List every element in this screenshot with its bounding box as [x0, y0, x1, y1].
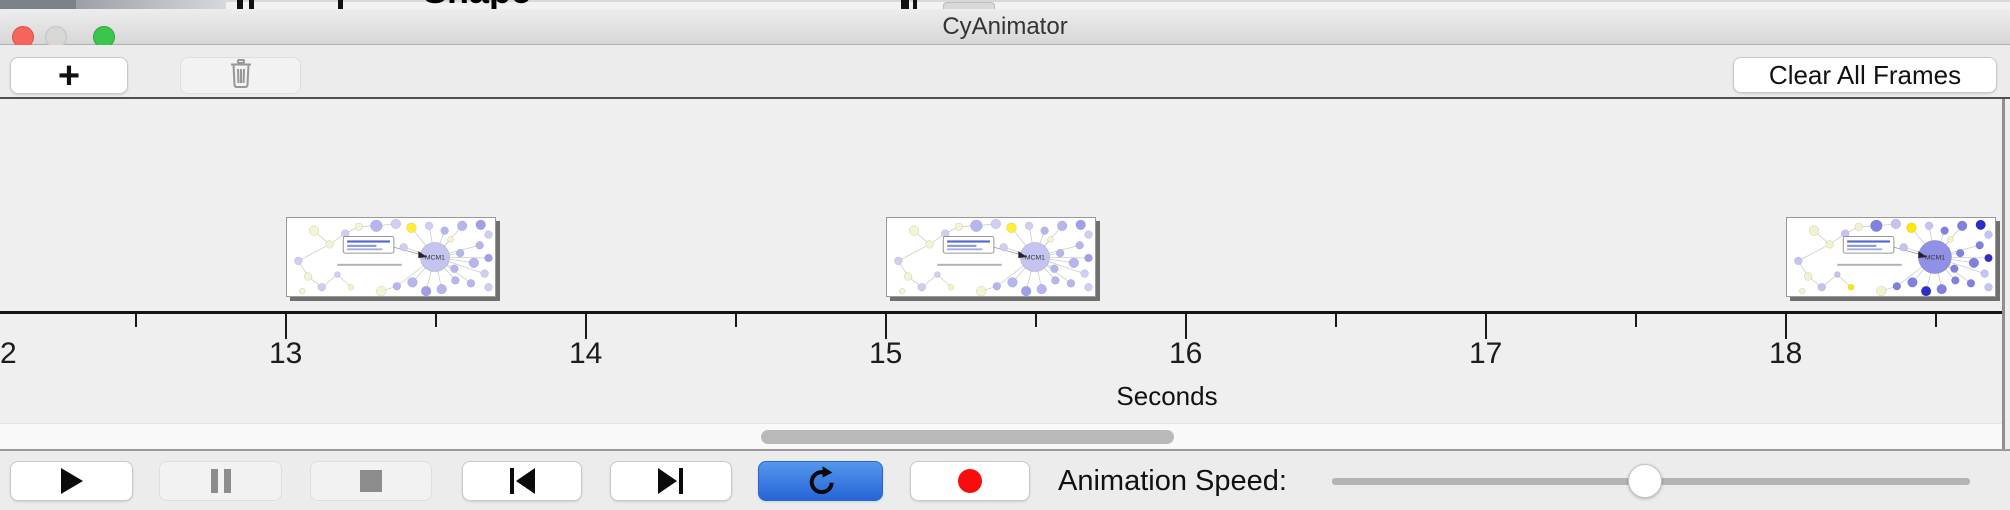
- background-shape-label: Shape: [423, 0, 563, 9]
- frame-toolbar: + Clear All Frames: [0, 45, 2010, 97]
- background-glyph-fragment: [338, 0, 343, 9]
- play-icon: [60, 468, 83, 494]
- playback-bar: Animation Speed:: [0, 449, 2010, 510]
- axis-tick-label: 2: [0, 337, 17, 370]
- axis-major-tick: [1185, 314, 1187, 339]
- panel-border: [2002, 99, 2005, 449]
- axis-minor-tick: [1035, 314, 1037, 327]
- titlebar[interactable]: CyAnimator: [0, 9, 2010, 48]
- background-window-fragment: [76, 0, 226, 9]
- pause-icon: [210, 469, 231, 493]
- background-glyph-fragment: [901, 0, 909, 9]
- svg-text:MCM1: MCM1: [425, 254, 445, 261]
- background-window-fragment: [0, 0, 76, 9]
- trash-icon: [228, 58, 254, 93]
- loop-button[interactable]: [758, 461, 883, 501]
- animation-speed-label: Animation Speed:: [1058, 465, 1287, 497]
- axis-tick-label: 16: [1169, 337, 1203, 370]
- svg-text:MCM1: MCM1: [1025, 254, 1045, 261]
- axis-minor-tick: [1935, 314, 1937, 327]
- timeline-scrollbar-track[interactable]: [0, 423, 2005, 449]
- axis-minor-tick: [1335, 314, 1337, 327]
- background-window-fragment: [226, 0, 2010, 2]
- frame-thumbnail-15s[interactable]: MCM1: [886, 217, 1096, 297]
- axis-major-tick: [1485, 314, 1487, 339]
- skip-to-start-icon: [510, 468, 535, 494]
- add-frame-button[interactable]: +: [10, 54, 128, 97]
- loop-icon: [809, 466, 834, 495]
- frame-thumbnail-13s[interactable]: MCM1: [286, 217, 496, 297]
- window-title: CyAnimator: [942, 13, 1068, 40]
- stop-button[interactable]: [310, 461, 432, 501]
- axis-major-tick: [585, 314, 587, 339]
- background-glyph-fragment: [913, 0, 917, 9]
- clear-all-frames-button[interactable]: Clear All Frames: [1733, 57, 1997, 93]
- pause-button[interactable]: [159, 461, 282, 501]
- axis-major-tick: [1785, 314, 1787, 339]
- background-glyph-fragment: [249, 0, 254, 9]
- record-button[interactable]: [910, 461, 1030, 501]
- axis-tick-label: 15: [869, 337, 903, 370]
- axis-major-tick: [285, 314, 287, 339]
- frame-thumbnail-18s[interactable]: MCM1: [1786, 217, 1996, 297]
- skip-to-start-button[interactable]: [462, 461, 582, 501]
- plus-icon: +: [57, 54, 81, 97]
- stop-icon: [360, 470, 382, 492]
- axis-tick-label: 13: [269, 337, 303, 370]
- play-button[interactable]: [10, 461, 133, 501]
- timeline-axis-line: [0, 311, 2005, 314]
- record-icon: [958, 469, 982, 493]
- axis-minor-tick: [435, 314, 437, 327]
- svg-text:MCM1: MCM1: [1925, 254, 1945, 261]
- axis-major-tick: [885, 314, 887, 339]
- axis-minor-tick: [1635, 314, 1637, 327]
- timeline-scrollbar-thumb[interactable]: [761, 430, 1174, 444]
- animation-speed-slider[interactable]: [1332, 461, 1970, 501]
- skip-to-end-button[interactable]: [610, 461, 732, 501]
- axis-tick-label: 14: [569, 337, 603, 370]
- skip-to-end-icon: [658, 468, 683, 494]
- background-window-strip: Shape: [0, 0, 2010, 9]
- axis-tick-label: 18: [1769, 337, 1803, 370]
- delete-frame-button[interactable]: [180, 57, 301, 94]
- axis-minor-tick: [135, 314, 137, 327]
- timeline-axis-label: Seconds: [1116, 381, 1218, 411]
- axis-minor-tick: [735, 314, 737, 327]
- axis-tick-label: 17: [1469, 337, 1503, 370]
- clear-all-frames-label: Clear All Frames: [1768, 59, 1962, 90]
- background-glyph-fragment: [237, 0, 243, 9]
- background-button-fragment: [943, 2, 995, 9]
- timeline-panel: MCM1 MCM1 MCM1 2 13 14 15 16 17 18 Seconds: [0, 97, 2010, 449]
- slider-thumb[interactable]: [1628, 464, 1662, 498]
